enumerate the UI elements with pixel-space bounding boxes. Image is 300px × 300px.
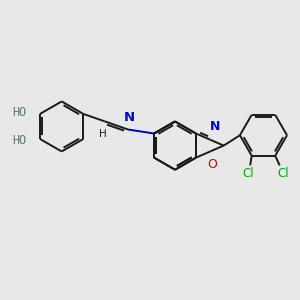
Text: HO: HO — [13, 134, 27, 147]
Text: H: H — [99, 129, 107, 139]
Text: O: O — [207, 158, 217, 171]
Text: Cl: Cl — [278, 167, 289, 180]
Text: HO: HO — [13, 106, 27, 119]
Text: N: N — [124, 111, 135, 124]
Text: Cl: Cl — [242, 167, 254, 180]
Text: N: N — [210, 120, 220, 133]
